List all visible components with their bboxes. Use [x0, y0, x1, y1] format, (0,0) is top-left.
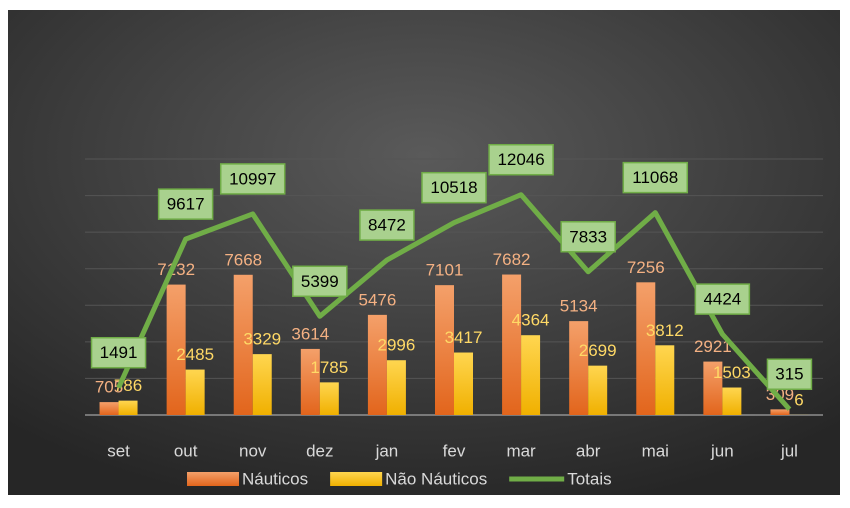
x-tick-label: fev — [443, 441, 466, 460]
data-label: 1491 — [100, 343, 138, 362]
x-tick-label: set — [107, 441, 130, 460]
data-label: 4424 — [703, 290, 741, 309]
data-label: 315 — [775, 365, 803, 384]
data-label-box — [488, 143, 554, 176]
data-label-box — [421, 171, 487, 204]
legend-swatch — [330, 472, 383, 486]
data-label-box — [359, 209, 415, 241]
x-tick-label: dez — [306, 441, 333, 460]
data-label: 8472 — [368, 216, 406, 235]
bar — [367, 314, 387, 415]
legend-label: Não Náuticos — [385, 469, 487, 488]
data-label: 7256 — [627, 258, 665, 277]
x-tick-label: out — [174, 441, 198, 460]
bar — [319, 382, 339, 415]
bar — [588, 365, 608, 415]
bar — [454, 352, 473, 415]
data-label: 7668 — [224, 250, 262, 269]
bar — [185, 369, 205, 415]
bar — [569, 321, 589, 415]
x-tick-label: jan — [375, 441, 399, 460]
data-label-box — [694, 283, 751, 315]
data-label-box — [560, 221, 616, 253]
data-label: 3329 — [243, 330, 281, 349]
data-label: 3812 — [646, 321, 684, 340]
data-label: 4364 — [512, 311, 550, 330]
bar — [722, 387, 742, 415]
bar — [300, 348, 320, 415]
data-label: 1503 — [713, 363, 751, 382]
data-label: 705 — [95, 378, 123, 397]
bar — [703, 361, 723, 415]
data-label: 10518 — [430, 178, 477, 197]
data-label: 5134 — [560, 297, 598, 316]
line — [116, 192, 792, 411]
x-tick-label: nov — [239, 441, 267, 460]
data-label: 7682 — [493, 250, 531, 269]
bar — [770, 409, 790, 415]
data-label-box — [90, 336, 147, 369]
bar — [252, 354, 272, 415]
x-tick-label: abr — [576, 441, 601, 460]
bar — [502, 274, 522, 415]
legend-label: Totais — [567, 469, 611, 488]
x-tick-label: jul — [780, 441, 798, 460]
data-label-box — [766, 358, 813, 390]
data-label-box — [622, 161, 689, 194]
bar — [435, 285, 454, 415]
data-label: 2996 — [377, 336, 415, 355]
data-label: 5476 — [358, 290, 396, 309]
chart-background — [8, 10, 840, 495]
data-label: 1785 — [310, 358, 348, 377]
bar — [636, 282, 656, 415]
bar — [99, 402, 119, 415]
data-label: 7833 — [569, 227, 607, 246]
bar — [118, 400, 138, 415]
data-label: 7132 — [157, 260, 195, 279]
legend-swatch — [187, 472, 239, 486]
data-label: 2921 — [694, 337, 732, 356]
data-label: 2485 — [176, 345, 214, 364]
data-label-box — [157, 188, 214, 220]
data-label: 12046 — [497, 150, 544, 169]
data-label-box — [219, 163, 286, 195]
bar — [386, 360, 406, 415]
data-label: 6 — [794, 390, 803, 409]
bar — [233, 274, 253, 415]
legend-label: Náuticos — [242, 469, 308, 488]
x-tick-label: mar — [506, 441, 536, 460]
x-tick-label: jun — [710, 441, 734, 460]
data-label: 3417 — [445, 328, 483, 347]
data-label: 10997 — [229, 169, 276, 188]
data-label: 11068 — [632, 168, 678, 187]
data-label: 5399 — [301, 272, 339, 291]
bar — [655, 345, 675, 415]
x-tick-label: mai — [642, 441, 669, 460]
bar — [166, 284, 186, 415]
data-label: 9617 — [167, 195, 205, 214]
data-label: 3614 — [291, 324, 329, 343]
data-label: 2699 — [579, 341, 617, 360]
data-label: 7101 — [426, 261, 464, 280]
bar — [521, 335, 541, 415]
data-label-box — [292, 265, 348, 298]
